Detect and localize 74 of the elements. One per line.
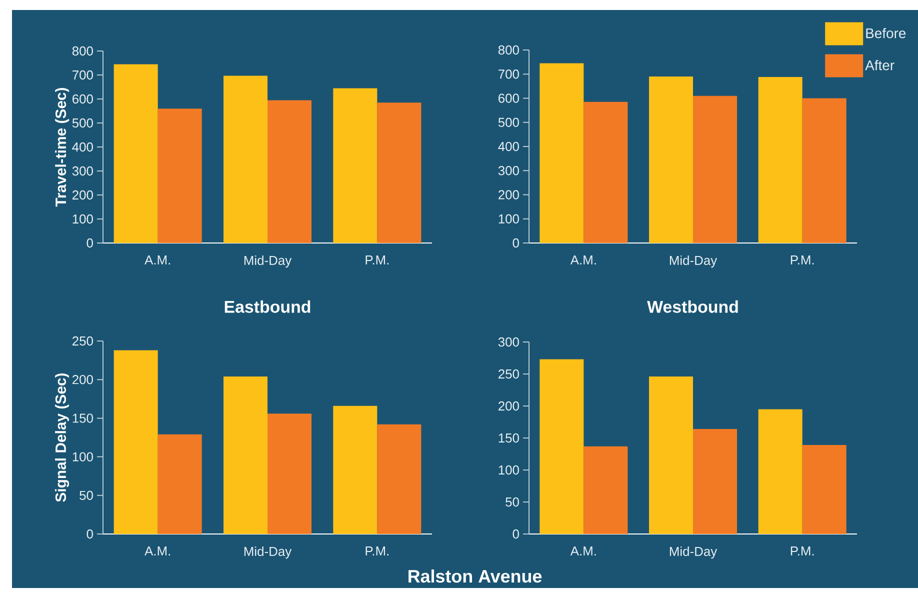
y-tick-label: 300 xyxy=(498,337,519,347)
bar xyxy=(758,77,802,243)
y-tick-label: 500 xyxy=(72,118,93,128)
y-tick-label: 50 xyxy=(506,497,519,507)
y-tick-label: 250 xyxy=(498,369,519,379)
y-tick-label: 600 xyxy=(498,94,519,103)
y-tick-label: 800 xyxy=(72,46,93,56)
bar xyxy=(649,76,694,243)
x-tick-label: P.M. xyxy=(366,546,388,556)
y-tick-label: 150 xyxy=(498,433,519,443)
y-tick-label: 500 xyxy=(498,118,519,127)
y-tick-label: 50 xyxy=(80,490,93,500)
x-axis-title: Eastbound xyxy=(224,300,310,313)
bar xyxy=(802,445,846,534)
bar xyxy=(224,76,268,243)
x-tick-label: P.M. xyxy=(366,256,388,264)
legend-label: After xyxy=(865,60,894,70)
x-tick-label: P.M. xyxy=(790,546,814,556)
bar xyxy=(649,376,694,534)
bar xyxy=(114,64,158,243)
x-tick-label: A.M. xyxy=(144,546,170,556)
y-axis-title: Signal Delay (Sec) xyxy=(55,373,70,502)
y-tick-label: 300 xyxy=(72,166,93,176)
x-tick-label: A.M. xyxy=(144,256,170,264)
bar xyxy=(224,376,268,534)
bar xyxy=(693,96,738,243)
y-tick-label: 200 xyxy=(498,401,519,411)
legend-label: Before xyxy=(866,28,906,38)
x-tick-label: P.M. xyxy=(790,256,814,264)
bar xyxy=(584,102,628,243)
bar xyxy=(758,409,802,534)
y-tick-label: 150 xyxy=(72,414,93,423)
bar xyxy=(268,100,312,243)
bar xyxy=(540,63,584,243)
x-axis-title: Westbound xyxy=(647,300,738,313)
y-tick-label: 400 xyxy=(72,142,93,152)
y-tick-label: 0 xyxy=(512,529,519,539)
y-tick-label: 200 xyxy=(72,190,93,200)
y-tick-label: 700 xyxy=(498,70,519,79)
bar xyxy=(268,414,312,534)
y-tick-label: 300 xyxy=(498,166,519,176)
y-tick-label: 200 xyxy=(498,190,519,200)
x-tick-label: A.M. xyxy=(570,256,596,264)
bar xyxy=(333,88,378,243)
y-tick-label: 0 xyxy=(86,238,93,248)
bar xyxy=(377,102,422,243)
bar xyxy=(584,446,628,534)
x-tick-label: A.M. xyxy=(570,546,596,556)
bar xyxy=(333,406,378,534)
x-tick-label: Mid-Day xyxy=(244,256,292,268)
x-tick-label: Mid-Day xyxy=(670,256,718,268)
bar xyxy=(158,108,202,243)
y-tick-label: 100 xyxy=(72,452,93,462)
bar xyxy=(802,98,846,243)
bar xyxy=(693,429,738,534)
text: Ralston Avenue xyxy=(408,569,542,583)
y-tick-label: 100 xyxy=(498,465,519,475)
y-tick-label: 0 xyxy=(512,238,519,248)
y-axis-title: Travel-time (Sec) xyxy=(55,88,70,207)
bar xyxy=(540,359,584,534)
y-tick-label: 200 xyxy=(72,375,93,384)
y-tick-label: 100 xyxy=(72,214,93,224)
x-tick-label: Mid-Day xyxy=(244,546,292,559)
bar xyxy=(158,434,202,534)
y-tick-label: 800 xyxy=(498,45,519,55)
y-tick-label: 100 xyxy=(498,214,519,224)
y-tick-label: 600 xyxy=(72,94,93,104)
y-tick-label: 250 xyxy=(72,336,93,346)
bar xyxy=(114,350,158,534)
y-tick-label: 700 xyxy=(72,70,93,80)
bar xyxy=(377,424,422,534)
y-tick-label: 0 xyxy=(86,529,93,539)
y-tick-label: 400 xyxy=(498,142,519,152)
x-tick-label: Mid-Day xyxy=(670,546,718,559)
